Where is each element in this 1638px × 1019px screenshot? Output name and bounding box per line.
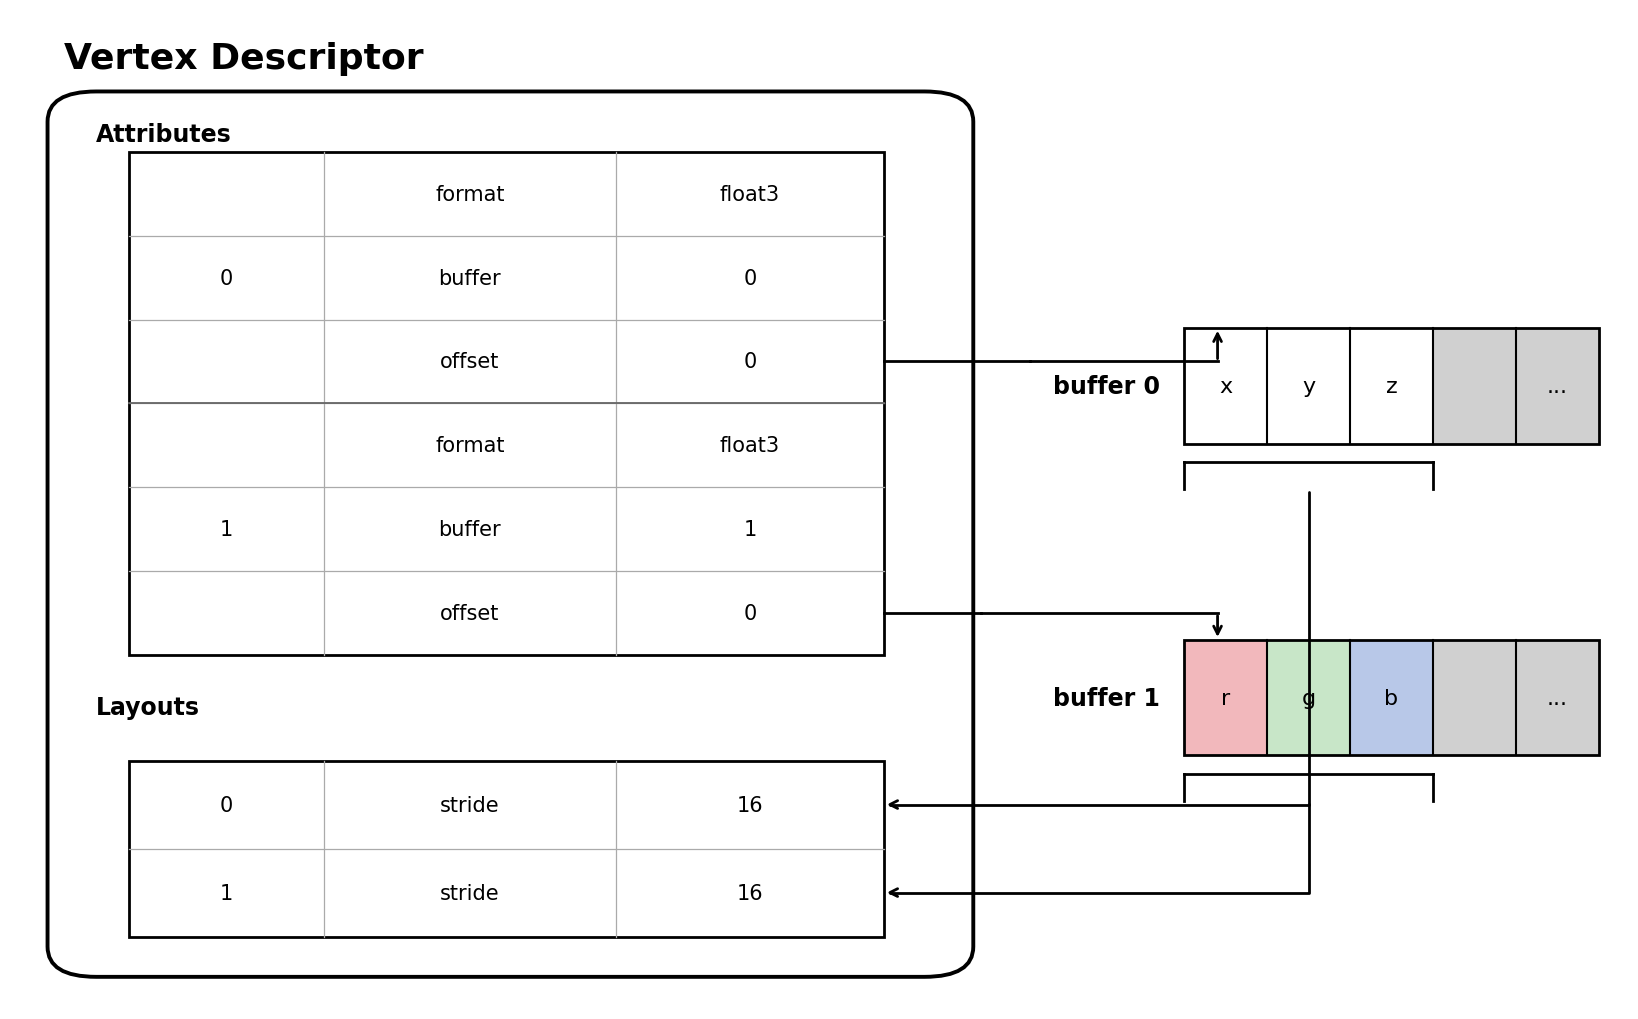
Text: format: format [436, 436, 505, 455]
Bar [1350, 640, 1433, 756]
Text: 16: 16 [737, 882, 763, 903]
Bar [1184, 328, 1268, 444]
Bar [1515, 328, 1599, 444]
Bar [1184, 640, 1599, 756]
Text: buffer: buffer [439, 520, 501, 540]
Bar [1350, 328, 1433, 444]
Bar [1515, 640, 1599, 756]
Bar [1433, 640, 1515, 756]
Text: stride: stride [441, 882, 500, 903]
Text: offset: offset [441, 353, 500, 372]
Bar [1433, 328, 1515, 444]
Text: buffer 1: buffer 1 [1053, 686, 1160, 710]
Bar [129, 153, 885, 655]
Text: 16: 16 [737, 795, 763, 815]
FancyBboxPatch shape [48, 93, 973, 977]
Text: format: format [436, 184, 505, 205]
Text: 1: 1 [219, 882, 233, 903]
Text: g: g [1302, 688, 1315, 708]
Text: z: z [1386, 376, 1397, 396]
Bar [129, 761, 885, 936]
Text: 1: 1 [219, 520, 233, 540]
Text: buffer 0: buffer 0 [1053, 374, 1160, 398]
Text: 1: 1 [744, 520, 757, 540]
Text: Layouts: Layouts [97, 695, 200, 719]
Bar [1268, 640, 1350, 756]
Bar [1268, 328, 1350, 444]
Bar [1184, 640, 1268, 756]
Text: ...: ... [1546, 688, 1568, 708]
Text: float3: float3 [721, 436, 780, 455]
Text: 0: 0 [744, 268, 757, 288]
Text: Attributes: Attributes [97, 122, 233, 147]
Text: 0: 0 [744, 353, 757, 372]
Text: 0: 0 [744, 603, 757, 624]
Text: x: x [1219, 376, 1232, 396]
Text: y: y [1302, 376, 1315, 396]
Text: stride: stride [441, 795, 500, 815]
Text: float3: float3 [721, 184, 780, 205]
Text: ...: ... [1546, 376, 1568, 396]
Text: b: b [1384, 688, 1399, 708]
Text: 0: 0 [219, 795, 233, 815]
Text: r: r [1222, 688, 1230, 708]
Bar [1184, 328, 1599, 444]
Text: buffer: buffer [439, 268, 501, 288]
Text: offset: offset [441, 603, 500, 624]
Text: 0: 0 [219, 268, 233, 288]
Text: Vertex Descriptor: Vertex Descriptor [64, 42, 423, 76]
